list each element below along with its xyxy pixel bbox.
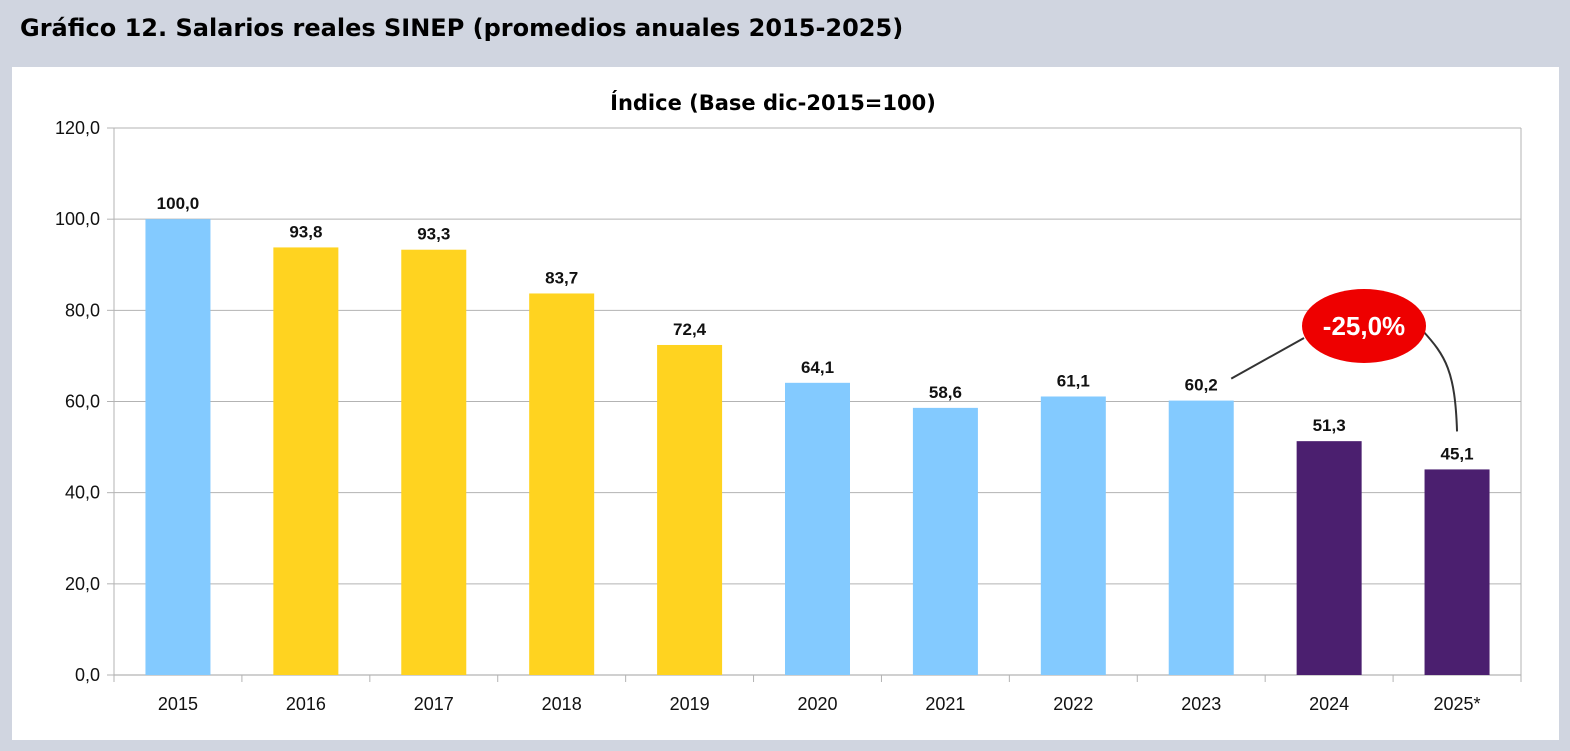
value-label-2025*: 45,1 xyxy=(1440,444,1473,463)
x-tick-label-2025*: 2025* xyxy=(1434,694,1481,714)
bar-2022 xyxy=(1040,396,1106,675)
value-label-2022: 61,1 xyxy=(1057,371,1090,390)
bar-2017 xyxy=(401,249,467,675)
bar-2018 xyxy=(529,293,595,675)
x-tick-label-2015: 2015 xyxy=(158,694,198,714)
y-tick-label: 120,0 xyxy=(55,118,100,138)
figure-title: Gráfico 12. Salarios reales SINEP (prome… xyxy=(20,14,904,42)
value-label-2024: 51,3 xyxy=(1313,416,1346,435)
x-tick-label-2018: 2018 xyxy=(542,694,582,714)
x-tick-label-2023: 2023 xyxy=(1181,694,1221,714)
value-label-2021: 58,6 xyxy=(929,383,962,402)
chart-title: Índice (Base dic-2015=100) xyxy=(610,90,936,115)
x-tick-label-2022: 2022 xyxy=(1053,694,1093,714)
bar-2025* xyxy=(1424,469,1490,675)
value-label-2023: 60,2 xyxy=(1185,376,1218,395)
value-label-2020: 64,1 xyxy=(801,358,834,377)
bar-2016 xyxy=(273,247,339,675)
y-tick-label: 100,0 xyxy=(55,209,100,229)
x-tick-label-2019: 2019 xyxy=(670,694,710,714)
callout-label: -25,0% xyxy=(1323,311,1405,341)
callout-connector-left xyxy=(1230,337,1305,380)
callout-bubble xyxy=(1302,289,1426,363)
y-tick-label: 60,0 xyxy=(65,392,100,412)
callout-layer: -25,0% xyxy=(1230,289,1459,432)
label-layer: 100,0 2015 93,8 2016 93,3 2017 83,7 2018 72,4 201… xyxy=(157,194,1481,714)
value-label-2015: 100,0 xyxy=(157,194,200,213)
bar-2015 xyxy=(145,219,211,675)
y-tick-label: 80,0 xyxy=(65,300,100,320)
value-label-2019: 72,4 xyxy=(673,320,707,339)
y-tick-label: 40,0 xyxy=(65,483,100,503)
x-tick-label-2021: 2021 xyxy=(925,694,965,714)
y-tick-label: 0,0 xyxy=(75,665,100,685)
value-label-2016: 93,8 xyxy=(289,222,322,241)
callout-connector-right xyxy=(1421,329,1459,432)
axis-layer: 0,0 20,0 40,0 60,0 80,0 100,0 120,0 xyxy=(55,118,1522,685)
value-label-2017: 93,3 xyxy=(417,225,450,244)
bar-2021 xyxy=(912,407,978,675)
x-tick-label-2020: 2020 xyxy=(797,694,837,714)
value-label-2018: 83,7 xyxy=(545,268,578,287)
bar-2023 xyxy=(1168,400,1234,675)
bar-2024 xyxy=(1296,441,1362,675)
bar-2019 xyxy=(657,344,723,675)
bar-2020 xyxy=(785,382,850,675)
bar-layer xyxy=(145,219,1490,675)
x-tick-label-2024: 2024 xyxy=(1309,694,1349,714)
x-tick-label-2016: 2016 xyxy=(286,694,326,714)
y-tick-label: 20,0 xyxy=(65,574,100,594)
x-tick-label-2017: 2017 xyxy=(414,694,454,714)
